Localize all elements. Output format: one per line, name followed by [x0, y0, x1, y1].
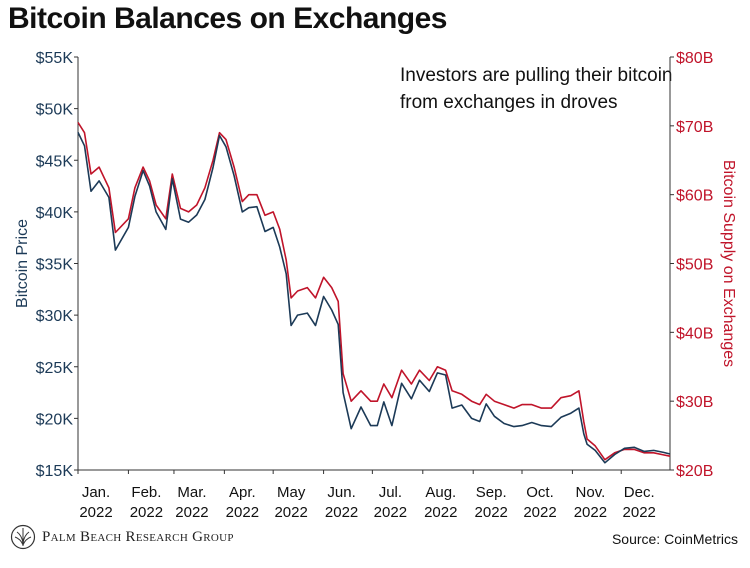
right-tick-label: $70B [676, 119, 713, 136]
x-tick-month: Nov. [576, 484, 606, 501]
bitcoin-price-line [77, 132, 671, 464]
x-tick-month: Oct. [526, 484, 554, 501]
annotation-line-1: Investors are pulling their bitcoin [400, 65, 673, 86]
right-tick-label: $40B [676, 325, 713, 342]
x-tick-month: Jul. [379, 484, 402, 501]
brand-logo: Palm Beach Research Group [10, 523, 234, 551]
brand-crest-icon [10, 524, 36, 550]
x-tick-month: Mar. [177, 484, 206, 501]
left-tick-label: $15K [36, 463, 74, 480]
x-tick-year: 2022 [130, 504, 163, 520]
x-tick-year: 2022 [574, 504, 607, 520]
x-tick-year: 2022 [274, 504, 307, 520]
right-tick-label: $50B [676, 257, 713, 274]
bitcoin-chart: $15K $20K $25K $30K $35K $40K $45K $50K $55K $20B… [14, 50, 737, 520]
x-tick-year: 2022 [424, 504, 457, 520]
x-tick-month: Dec. [624, 484, 655, 501]
x-tick-year: 2022 [374, 504, 407, 520]
left-tick-label: $30K [36, 308, 74, 325]
x-tick-month: May [277, 484, 306, 501]
left-tick-label: $55K [36, 50, 74, 67]
x-tick-month: Feb. [131, 484, 161, 501]
left-tick-label: $35K [36, 257, 74, 274]
x-tick-month: Jan. [82, 484, 110, 501]
source-note: Source: CoinMetrics [611, 531, 738, 547]
left-tick-label: $25K [36, 360, 74, 377]
right-axis-title: Bitcoin Supply on Exchanges [720, 160, 737, 367]
x-tick-year: 2022 [226, 504, 259, 520]
left-tick-label: $45K [36, 153, 74, 170]
x-tick-year: 2022 [79, 504, 112, 520]
left-tick-label: $20K [36, 411, 74, 428]
right-tick-label: $60B [676, 188, 713, 205]
x-tick-year: 2022 [523, 504, 556, 520]
left-tick-label: $50K [36, 102, 74, 119]
x-tick-month: Sep. [476, 484, 507, 501]
chart-title: Bitcoin Balances on Exchanges [8, 2, 447, 35]
chart-annotation: Investors are pulling their bitcoin from… [400, 62, 672, 116]
exchange-supply-line [77, 121, 671, 461]
right-tick-label: $30B [676, 394, 713, 411]
x-tick-year: 2022 [623, 504, 656, 520]
left-axis-title: Bitcoin Price [14, 219, 31, 308]
x-tick-year: 2022 [175, 504, 208, 520]
x-tick-month: Jun. [327, 484, 355, 501]
brand-name: Palm Beach Research Group [42, 528, 234, 545]
right-tick-label: $20B [676, 463, 713, 480]
x-tick-year: 2022 [325, 504, 358, 520]
left-tick-label: $40K [36, 205, 74, 222]
x-tick-year: 2022 [475, 504, 508, 520]
annotation-line-2: from exchanges in droves [400, 92, 618, 113]
right-tick-label: $80B [676, 50, 713, 67]
x-tick-month: Aug. [425, 484, 456, 501]
x-tick-month: Apr. [229, 484, 256, 501]
